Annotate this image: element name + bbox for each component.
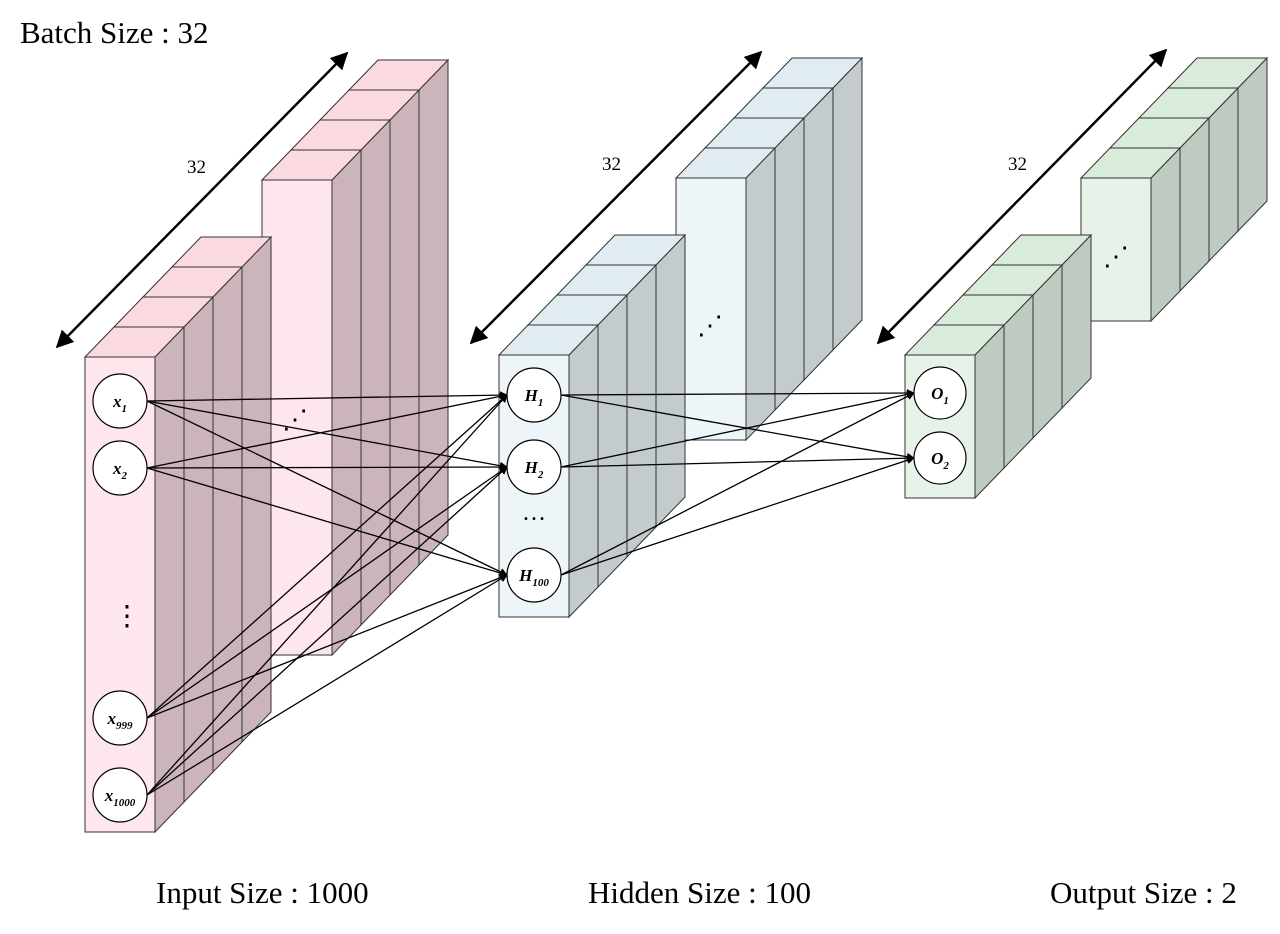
input-node-3: x999: [92, 690, 148, 746]
hidden-size-caption: Hidden Size : 100: [588, 875, 811, 910]
slab-side: [655, 233, 686, 529]
node-label: O1: [931, 384, 949, 407]
node-label: x999: [107, 709, 134, 732]
node-circle: [92, 690, 148, 746]
node-label: H100: [518, 566, 549, 589]
edge-h2-o0: [560, 392, 915, 576]
nodes: x1 x2 x999 x1000 H1 H2 H100 O1 O2: [92, 366, 967, 823]
slab-side: [360, 118, 391, 627]
edge-h2-o1: [560, 456, 915, 576]
output-depth-label: 32: [1008, 154, 1027, 175]
slab-side: [745, 146, 776, 442]
slab-side: [212, 265, 243, 774]
input-node-4: x1000: [92, 767, 148, 823]
slab-side: [832, 56, 863, 352]
node-circle: [506, 547, 562, 603]
node-label: x1: [112, 392, 127, 415]
node-label: x1000: [104, 786, 136, 809]
output-layer: [903, 56, 1269, 500]
slab-side: [774, 116, 805, 412]
hidden-horizontal-ellipsis: …: [522, 500, 546, 526]
output-depth-ellipsis: ⋰: [1103, 242, 1129, 271]
input-layer: [83, 58, 450, 834]
edge-x2-h0: [146, 394, 508, 719]
edge-h1-o1: [560, 454, 915, 468]
batch-depth-arrows: 32 32 32: [55, 48, 1168, 349]
output-node-2: O2: [913, 431, 967, 485]
input-depth-label: 32: [187, 157, 206, 178]
hidden-depth-label: 32: [602, 154, 621, 175]
slab-front: [84, 356, 156, 833]
node-label: O2: [931, 449, 949, 472]
edge-x0-h1: [146, 400, 508, 470]
batch-size-title: Batch Size : 32: [20, 15, 209, 50]
input-node-2: x2: [92, 440, 148, 496]
slab-side: [568, 323, 599, 619]
edge-x1-h0: [146, 392, 508, 469]
node-label: H2: [524, 458, 544, 481]
connections: [146, 389, 915, 796]
slab-front: [675, 177, 747, 441]
node-circle: [92, 767, 148, 823]
edge-x2-h2: [146, 573, 508, 719]
hidden-depth-ellipsis: ⋰: [697, 311, 723, 340]
output-back-slab-1: [1079, 146, 1182, 323]
edge-x3-h1: [146, 466, 508, 796]
node-circle: [92, 373, 148, 429]
input-node-1: x1: [92, 373, 148, 429]
node-circle: [506, 439, 562, 495]
output-size-caption: Output Size : 2: [1050, 875, 1237, 910]
hidden-depth-arrow: [469, 50, 763, 345]
output-depth-arrow: [876, 48, 1168, 345]
slab-side: [803, 86, 834, 382]
edge-h0-o1: [560, 394, 915, 461]
hidden-node-2: H2: [506, 439, 562, 495]
input-size-caption: Input Size : 1000: [156, 875, 369, 910]
edge-x2-h1: [146, 466, 508, 719]
edge-x0-h0: [146, 391, 508, 402]
slab-side: [241, 235, 272, 744]
node-label: x2: [112, 459, 128, 482]
edge-h0-o0: [560, 389, 915, 397]
node-circle: [92, 440, 148, 496]
edge-x1-h2: [146, 467, 508, 577]
node-circle: [913, 431, 967, 485]
hidden-node-3: H100: [506, 547, 562, 603]
hidden-layer: [497, 56, 864, 619]
hidden-node-1: H1: [506, 367, 562, 423]
edge-x3-h0: [146, 394, 508, 796]
node-circle: [506, 367, 562, 423]
output-front-slab-1: [903, 323, 1006, 500]
edge-x3-h2: [146, 574, 508, 796]
input-depth-arrow: [55, 51, 349, 349]
output-node-1: O1: [913, 366, 967, 420]
node-circle: [913, 366, 967, 420]
edge-h1-o0: [560, 390, 915, 468]
input-depth-ellipsis: ⋰: [282, 405, 308, 434]
node-label: H1: [524, 386, 544, 409]
input-vertical-ellipsis: ⋮: [113, 601, 141, 632]
slab-side: [418, 58, 449, 567]
hidden-back-slab-1: [674, 146, 777, 442]
edge-x0-h2: [146, 400, 508, 576]
edge-x1-h1: [146, 463, 508, 471]
